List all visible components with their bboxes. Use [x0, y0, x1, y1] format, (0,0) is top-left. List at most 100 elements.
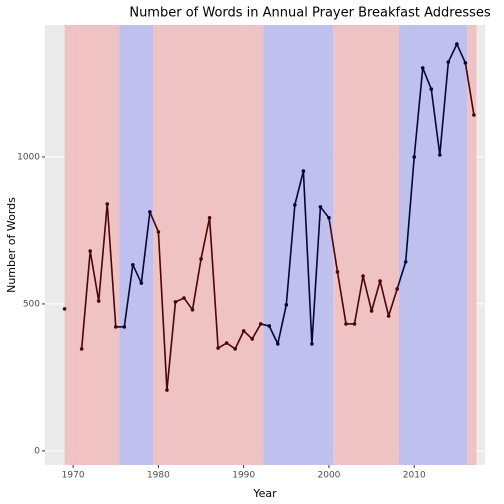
- data-point: [96, 299, 101, 303]
- data-point: [88, 249, 92, 253]
- data-point: [310, 342, 314, 346]
- line-segment: [149, 211, 160, 233]
- data-point: [395, 287, 399, 291]
- line-segment: [404, 156, 416, 262]
- line-segment: [80, 250, 91, 349]
- line-segment: [123, 264, 134, 327]
- line-segment: [132, 264, 143, 284]
- y-tick-label: 500: [23, 299, 40, 309]
- x-tick-label: 2010: [403, 471, 426, 481]
- data-point: [224, 341, 229, 345]
- data-point: [352, 322, 357, 326]
- data-point: [139, 281, 144, 285]
- party-region: [119, 25, 154, 465]
- x-tick-label: 2000: [318, 471, 341, 481]
- line-segment: [294, 170, 305, 206]
- line-segment: [243, 330, 253, 340]
- x-axis-label: Year: [252, 487, 277, 500]
- line-segment: [191, 258, 202, 310]
- line-segment: [387, 288, 398, 317]
- marks: [62, 42, 476, 392]
- y-tick-label: 1000: [17, 152, 40, 162]
- line-segment: [302, 171, 313, 344]
- data-point: [420, 66, 425, 70]
- data-point: [293, 203, 297, 207]
- data-point: [361, 274, 365, 278]
- line-segment: [251, 323, 262, 340]
- data-point: [105, 202, 110, 206]
- data-point: [258, 322, 263, 326]
- data-point: [156, 230, 161, 234]
- line-segment: [234, 330, 245, 350]
- line-segment: [89, 250, 100, 302]
- data-point: [369, 309, 374, 313]
- data-point: [335, 270, 340, 274]
- line-segment: [166, 301, 177, 391]
- party-region: [333, 25, 399, 465]
- line-segment: [439, 61, 450, 155]
- x-tick-label: 1970: [62, 471, 85, 481]
- party-region: [467, 25, 477, 465]
- data-point: [438, 153, 442, 157]
- line-segment: [285, 204, 296, 305]
- data-point: [301, 169, 306, 173]
- line-segment: [370, 280, 381, 312]
- data-point: [79, 347, 84, 351]
- line-segment: [311, 206, 322, 344]
- data-point: [455, 42, 459, 46]
- party-region: [153, 25, 264, 465]
- line-segment: [353, 275, 364, 325]
- line-segment: [157, 231, 168, 391]
- line-segment: [447, 43, 458, 63]
- line-segment: [183, 297, 194, 311]
- line-segment: [106, 203, 117, 327]
- data-point: [216, 346, 220, 350]
- data-point: [113, 325, 118, 329]
- line-segment: [97, 203, 109, 302]
- data-point: [199, 257, 203, 261]
- data-point: [122, 325, 127, 329]
- data-point: [284, 303, 289, 307]
- data-point: [250, 337, 255, 341]
- data-point: [344, 322, 348, 326]
- line-segment: [208, 217, 219, 349]
- data-point: [207, 216, 212, 220]
- data-point: [165, 388, 169, 392]
- party-region: [64, 25, 120, 465]
- line-segment: [456, 43, 467, 64]
- data-point: [233, 347, 237, 351]
- line-segment: [379, 280, 390, 317]
- data-point: [267, 324, 272, 328]
- data-point: [386, 314, 391, 318]
- data-point: [190, 308, 195, 312]
- line-segment: [362, 275, 373, 312]
- data-point: [403, 260, 408, 264]
- line-segment: [422, 67, 433, 90]
- line-segment: [430, 88, 441, 156]
- data-point: [429, 87, 434, 91]
- line-segment: [413, 67, 424, 158]
- data-point: [241, 329, 246, 333]
- line-segment: [336, 271, 347, 325]
- data-point: [148, 210, 152, 214]
- line-segment: [140, 211, 151, 284]
- data-point: [378, 279, 382, 283]
- chart-title: Number of Words in Annual Prayer Breakfa…: [129, 6, 491, 21]
- party-region: [398, 25, 468, 465]
- line-segment: [319, 206, 330, 219]
- y-tick-label: 0: [34, 446, 40, 456]
- x-tick-label: 1990: [232, 471, 255, 481]
- line-segment: [328, 217, 339, 273]
- data-point: [463, 61, 468, 65]
- data-point: [62, 307, 67, 311]
- regions: [64, 25, 477, 465]
- data-point: [412, 155, 417, 159]
- party-region: [263, 25, 334, 465]
- data-point: [275, 342, 280, 346]
- line-segment: [277, 304, 288, 345]
- data-point: [318, 205, 323, 209]
- data-point: [182, 296, 186, 300]
- line-segment: [396, 261, 407, 290]
- y-axis-label: Number of Words: [5, 197, 18, 293]
